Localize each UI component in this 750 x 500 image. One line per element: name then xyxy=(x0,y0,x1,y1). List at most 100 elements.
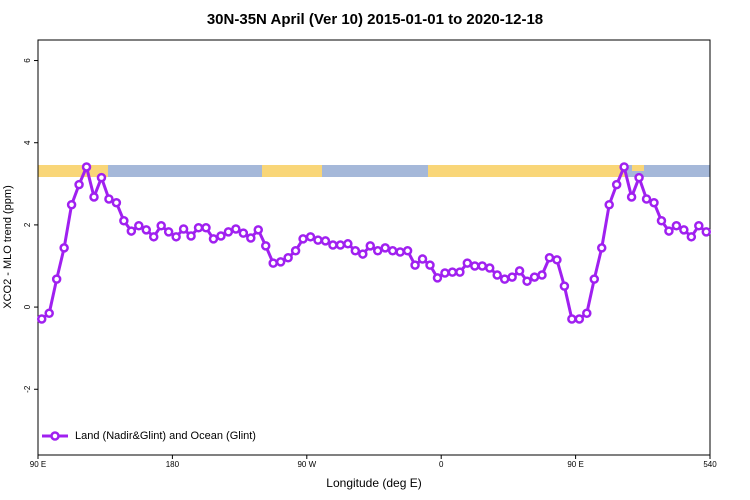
point xyxy=(484,263,495,273)
point xyxy=(395,247,405,257)
point xyxy=(335,240,346,250)
chart-title: 30N-35N April (Ver 10) 2015-01-01 to 202… xyxy=(207,11,543,28)
point xyxy=(298,234,308,244)
point xyxy=(701,227,712,237)
legend-marker xyxy=(50,431,60,441)
point xyxy=(604,200,614,210)
legend: Land (Nadir&Glint) and Ocean (Glint) xyxy=(42,430,256,442)
x-tick-label: 0 xyxy=(439,460,444,469)
point xyxy=(216,231,226,241)
y-tick-label: 4 xyxy=(23,140,32,145)
point xyxy=(290,246,301,256)
point xyxy=(156,220,166,231)
point xyxy=(320,236,331,246)
point xyxy=(574,314,585,324)
x-tick-label: 90 E xyxy=(567,460,583,469)
x-tick-label: 90 W xyxy=(297,460,316,469)
point xyxy=(305,232,316,242)
x-tick-label: 540 xyxy=(703,460,717,469)
land-ocean-band xyxy=(38,165,710,177)
point xyxy=(36,314,47,324)
y-tick-label: 6 xyxy=(23,58,32,63)
y-tick-label: -2 xyxy=(23,385,32,393)
point xyxy=(611,179,622,190)
point xyxy=(410,260,420,270)
point xyxy=(507,272,517,282)
point xyxy=(477,261,488,271)
point xyxy=(275,257,286,267)
y-tick-label: 0 xyxy=(23,304,32,309)
point xyxy=(380,243,390,253)
point xyxy=(387,246,398,256)
x-tick-label: 90 E xyxy=(30,460,46,469)
point xyxy=(694,220,704,231)
point xyxy=(268,258,278,268)
point xyxy=(193,223,204,233)
point xyxy=(596,243,607,253)
point xyxy=(358,249,368,259)
point xyxy=(470,261,480,271)
point xyxy=(104,194,114,204)
point xyxy=(402,246,413,256)
point xyxy=(589,274,600,284)
point xyxy=(656,216,667,226)
point xyxy=(74,179,84,190)
y-tick-label: 2 xyxy=(23,222,32,227)
y-axis-label: XCO2 - MLO trend (ppm) xyxy=(2,185,14,308)
plot-frame xyxy=(37,39,711,456)
point xyxy=(432,273,443,283)
point xyxy=(544,253,555,263)
point xyxy=(223,227,234,237)
x-tick-label: 180 xyxy=(166,460,180,469)
point xyxy=(372,246,383,256)
point xyxy=(626,192,637,202)
point xyxy=(134,220,144,231)
point xyxy=(51,274,62,284)
point xyxy=(111,197,122,208)
point xyxy=(208,234,219,244)
point xyxy=(126,226,137,236)
point xyxy=(440,268,450,278)
point xyxy=(81,162,92,172)
point xyxy=(253,225,264,235)
point xyxy=(283,253,293,263)
x-axis-label: Longitude (deg E) xyxy=(326,476,421,490)
point xyxy=(44,308,54,318)
point xyxy=(447,267,458,277)
point xyxy=(559,281,570,291)
point xyxy=(522,276,532,286)
point xyxy=(246,233,256,243)
point xyxy=(59,243,69,253)
point xyxy=(619,162,629,172)
legend-label: Land (Nadir&Glint) and Ocean (Glint) xyxy=(75,430,256,442)
point xyxy=(552,255,562,265)
point xyxy=(313,235,323,245)
point xyxy=(163,227,174,237)
point xyxy=(96,172,107,183)
point xyxy=(417,254,428,264)
point xyxy=(350,246,361,256)
point xyxy=(238,228,249,238)
point xyxy=(171,232,181,242)
point xyxy=(119,216,129,226)
point xyxy=(201,223,211,233)
point xyxy=(649,197,659,208)
point xyxy=(679,225,689,235)
point xyxy=(537,270,547,280)
point xyxy=(260,241,271,251)
point xyxy=(425,260,435,270)
point xyxy=(343,239,353,249)
point xyxy=(529,272,540,282)
point xyxy=(671,220,682,231)
point xyxy=(141,225,152,235)
point xyxy=(186,231,196,241)
point xyxy=(231,224,241,234)
point xyxy=(664,226,674,236)
point xyxy=(641,194,652,204)
point xyxy=(328,240,338,250)
point xyxy=(634,172,644,183)
point xyxy=(582,308,592,318)
point xyxy=(66,200,77,210)
point xyxy=(148,232,159,242)
